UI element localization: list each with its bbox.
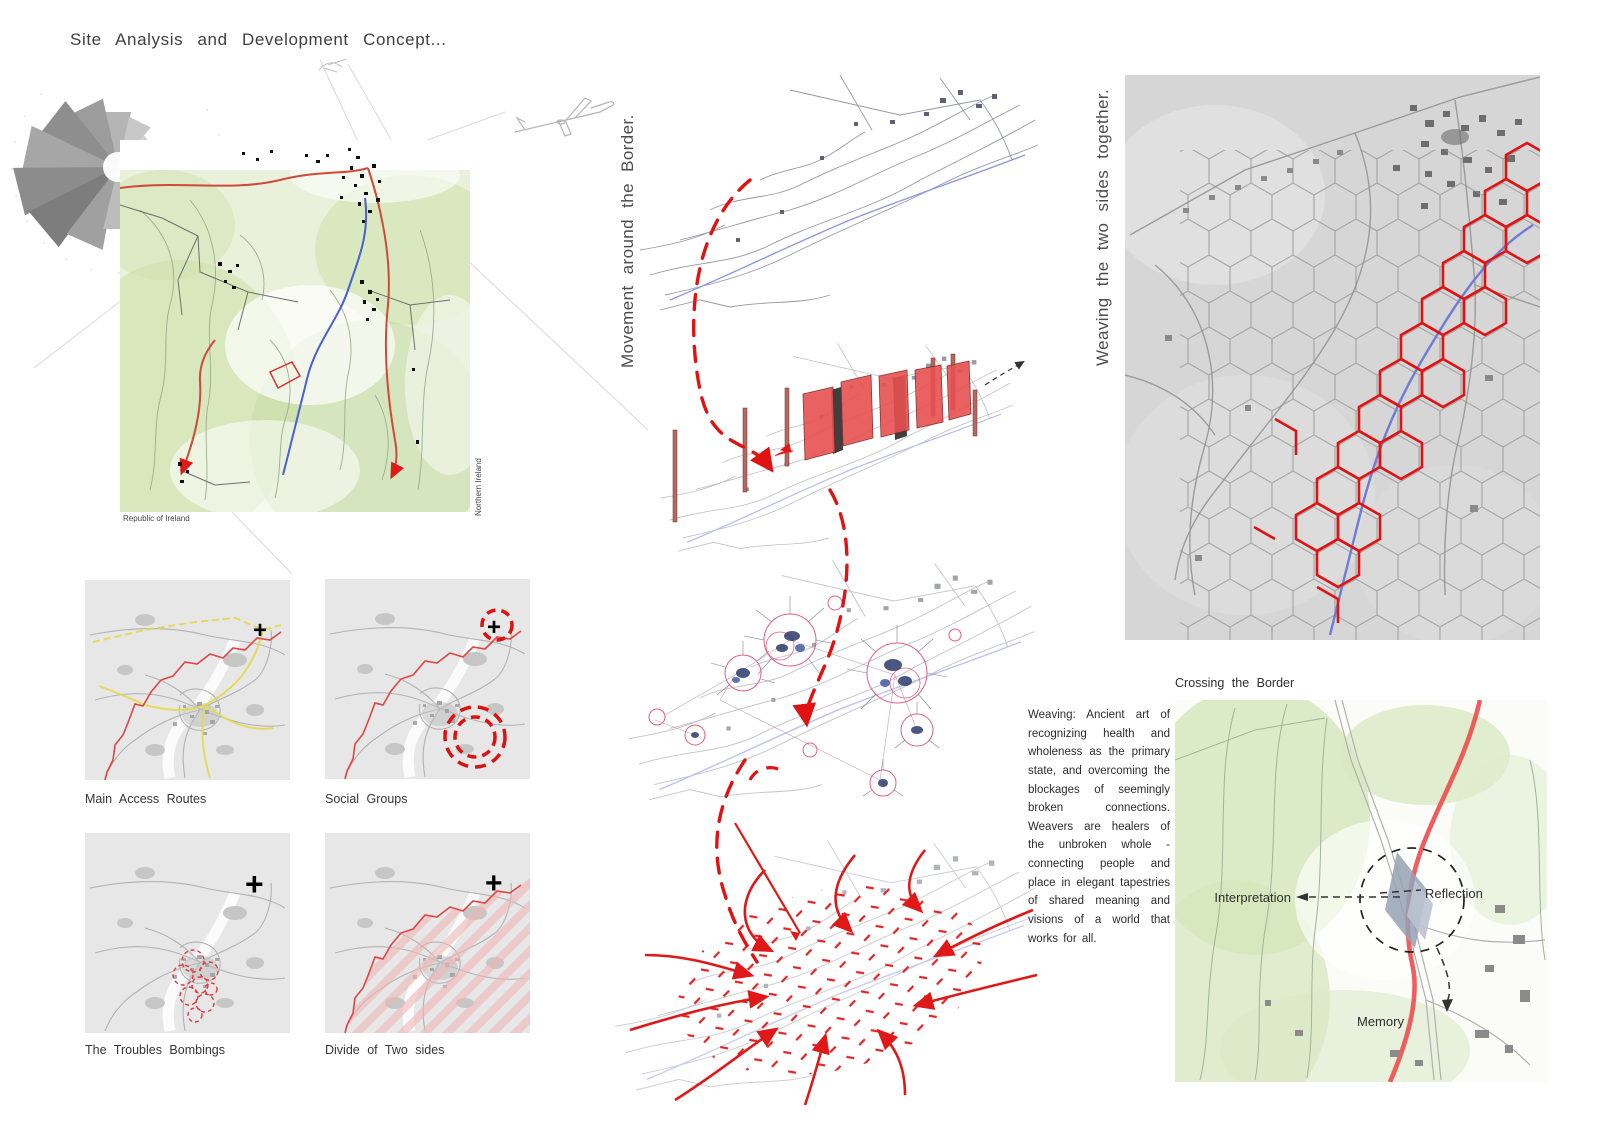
crossing-border-title: Crossing the Border — [1175, 676, 1295, 690]
annotation-memory: Memory — [1357, 1014, 1404, 1029]
label-weaving-two-sides: Weaving the two sides together. — [1093, 88, 1112, 366]
airplane-icon — [514, 97, 615, 137]
site-boundary-outline — [268, 361, 302, 390]
label-republic-of-ireland: Republic of Ireland — [123, 514, 190, 523]
caption-social-groups: Social Groups — [325, 792, 408, 806]
plane-scribble-icon — [318, 58, 347, 73]
north-marker: + — [487, 614, 501, 641]
site-map — [120, 140, 470, 512]
map-main-access-routes: + — [85, 580, 290, 780]
map-divide-two-sides: + — [325, 833, 530, 1033]
movement-connector — [692, 178, 849, 964]
annotation-reflection: Reflection — [1425, 886, 1483, 901]
building-clusters — [178, 148, 419, 483]
river-line — [282, 197, 368, 476]
map-troubles-bombings: + — [85, 833, 290, 1033]
red-weave-chain — [1253, 141, 1540, 623]
sketch-flow-arrows — [615, 822, 1039, 1106]
site-lozenge — [1385, 852, 1433, 948]
node-clusters — [648, 595, 962, 797]
crossing-border-map: Interpretation Reflection Memory — [1175, 700, 1547, 1082]
north-marker: + — [485, 867, 503, 900]
sketch-border-walls — [659, 342, 1025, 552]
north-marker: + — [253, 617, 267, 644]
red-roads — [120, 167, 405, 480]
wall-panels — [802, 360, 972, 461]
label-northern-ireland: Northern Ireland — [474, 458, 483, 516]
page-title: Site Analysis and Development Concept... — [70, 30, 447, 49]
caption-main-access-routes: Main Access Routes — [85, 792, 207, 806]
river-line — [1328, 223, 1534, 636]
north-marker: + — [245, 866, 264, 902]
annotation-interpretation: Interpretation — [1214, 890, 1291, 905]
weaving-map — [1125, 75, 1540, 640]
weaving-text: Weaving: Ancient art of recognizing heal… — [1028, 709, 1170, 945]
buildings — [1265, 905, 1530, 1066]
focus-circle — [1359, 847, 1465, 953]
caption-troubles-bombings: The Troubles Bombings — [85, 1043, 226, 1057]
flow-arrows — [629, 822, 1038, 1106]
sketch-social-network — [627, 559, 1036, 801]
caption-divide-two-sides: Divide of Two sides — [325, 1043, 445, 1057]
map-social-groups: + — [325, 578, 530, 780]
